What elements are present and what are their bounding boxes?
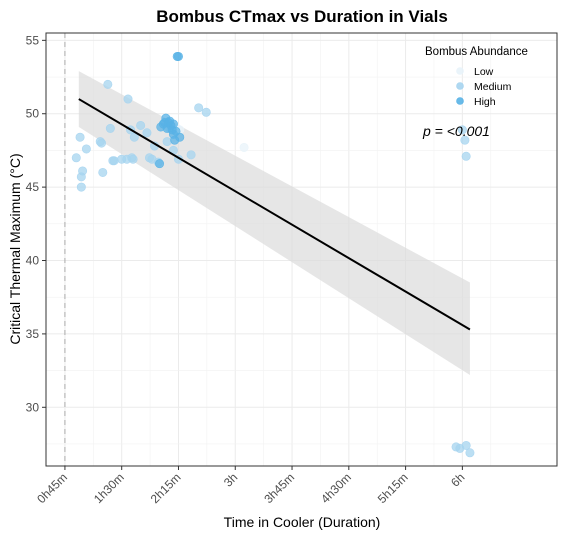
legend-key-medium [456, 82, 464, 90]
p-value-annotation: p = <0.001 [422, 123, 490, 139]
data-point-medium [105, 123, 115, 133]
legend-label-high: High [474, 96, 496, 108]
data-point-medium [461, 440, 471, 450]
data-point-medium [103, 79, 113, 89]
data-point-medium [465, 448, 475, 458]
x-tick-label: 2h15m [148, 470, 184, 506]
data-point-medium [461, 151, 471, 161]
y-tick-label: 35 [26, 327, 40, 341]
data-point-medium [97, 138, 107, 148]
legend-key-high [456, 97, 464, 105]
data-point-high [175, 132, 185, 142]
data-point-medium [81, 144, 91, 154]
data-point-high [155, 159, 165, 169]
y-tick-label: 30 [26, 400, 40, 414]
data-point-medium [75, 132, 85, 142]
y-tick-label: 45 [26, 180, 40, 194]
legend-label-low: Low [474, 66, 494, 78]
y-tick-label: 55 [26, 33, 40, 47]
data-point-low [239, 142, 249, 152]
y-tick-label: 40 [26, 254, 40, 268]
data-point-medium [194, 103, 204, 113]
legend-key-low [456, 67, 464, 75]
data-point-medium [142, 128, 152, 138]
data-point-medium [123, 94, 133, 104]
data-point-medium [129, 132, 139, 142]
legend: Bombus Abundance Low Medium High [425, 46, 528, 108]
data-point-medium [457, 125, 467, 135]
x-tick-label: 5h15m [375, 470, 411, 506]
data-point-medium [71, 153, 81, 163]
data-point-medium [186, 150, 196, 160]
data-point-medium [162, 137, 172, 147]
plot-border [45, 32, 558, 467]
data-point-medium [109, 156, 119, 166]
points-layer [71, 51, 475, 458]
x-tick-label: 3h [221, 470, 240, 489]
x-tick-label: 6h [448, 470, 467, 489]
chart-title: Bombus CTmax vs Duration in Vials [156, 7, 448, 26]
x-axis-title: Time in Cooler (Duration) [224, 514, 381, 530]
data-point-medium [98, 167, 108, 177]
legend-title: Bombus Abundance [425, 46, 528, 58]
y-axis-title: Critical Thermal Maximum (°C) [7, 153, 23, 344]
data-point-medium [78, 166, 88, 176]
legend-items: Low Medium High [456, 66, 512, 108]
x-tick-label: 4h30m [318, 470, 354, 506]
fit-line-layer [78, 98, 471, 331]
legend-label-medium: Medium [474, 81, 512, 93]
y-tick-label: 50 [26, 107, 40, 121]
data-point-medium [76, 182, 86, 192]
data-point-medium [460, 135, 470, 145]
x-tick-label: 1h30m [91, 470, 127, 506]
confidence-band-layer [78, 71, 470, 375]
fit-line [78, 98, 471, 331]
y-axis: 30 35 40 45 50 55 [26, 33, 46, 414]
data-point-medium [128, 154, 138, 164]
x-axis: 0h45m 1h30m 2h15m 3h 3h45m 4h30m 5h15m 6h [34, 466, 467, 506]
data-point-medium [201, 107, 211, 117]
x-tick-label: 0h45m [34, 470, 70, 506]
x-tick-label: 3h45m [261, 470, 297, 506]
confidence-band [78, 71, 470, 375]
plot-area [45, 32, 558, 467]
data-point-medium [136, 120, 146, 130]
data-point-high [173, 51, 183, 61]
